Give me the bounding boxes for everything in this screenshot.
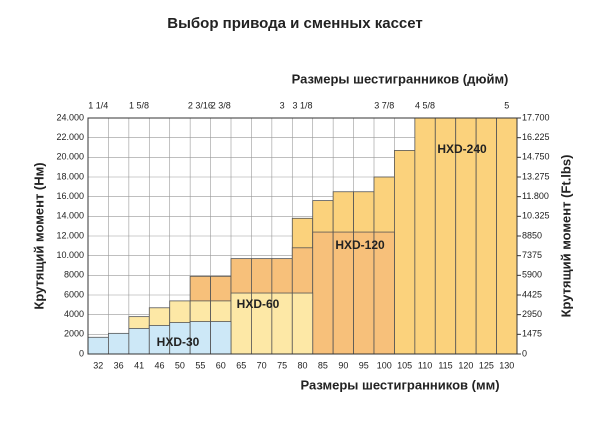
step-bar (108, 332, 130, 355)
x-tick-label: 130 (499, 360, 514, 370)
x-tick-label: 105 (397, 360, 412, 370)
top-tick-label: 5 (504, 100, 509, 110)
x-tick-label: 110 (418, 360, 432, 370)
y2-tick-label: 11.800 (522, 191, 549, 201)
y-tick-label: 24.000 (56, 112, 84, 122)
y2-tick-label: 2950 (522, 309, 542, 319)
top-tick-label: 1 5/8 (129, 100, 149, 110)
x-tick-label: 32 (93, 360, 103, 370)
top-tick-label: 3 (280, 100, 285, 110)
y-tick-label: 4000 (64, 309, 84, 319)
y-tick-label: 0 (79, 348, 84, 358)
y-axis-title: Крутящий момент (Нм) (31, 162, 46, 309)
y2-tick-label: 8850 (522, 230, 542, 240)
x-tick-label: 85 (318, 360, 328, 370)
y-tick-label: 8000 (64, 270, 84, 280)
series-label: HXD-120 (335, 238, 385, 252)
step-bar (87, 336, 109, 355)
chart-title: Выбор привода и сменных кассет (167, 15, 423, 32)
step-bar (291, 292, 314, 355)
x-tick-label: 55 (195, 360, 205, 370)
x-tick-label: 125 (479, 360, 494, 370)
x-tick-label: 60 (216, 360, 226, 370)
series-label: HXD-60 (237, 297, 280, 311)
y2-axis-title: Крутящий момент (Ft.lbs) (558, 155, 573, 318)
step-bar (128, 328, 150, 355)
y2-tick-label: 5900 (522, 270, 542, 280)
y2-tick-label: 4425 (522, 289, 542, 299)
step-bar (394, 150, 416, 355)
y2-tick-label: 1475 (522, 329, 542, 339)
step-bar (414, 117, 436, 355)
y2-tick-label: 7375 (522, 250, 542, 260)
x-tick-label: 120 (458, 360, 473, 370)
x-tick-label: 65 (236, 360, 246, 370)
x-tick-label: 41 (134, 360, 144, 370)
top-tick-label: 4 5/8 (415, 100, 435, 110)
y-tick-label: 16.000 (56, 191, 84, 201)
top-tick-label: 1 1/4 (88, 100, 108, 110)
series-label: HXD-30 (157, 335, 200, 349)
x-tick-label: 70 (257, 360, 267, 370)
y2-tick-label: 14.750 (522, 152, 550, 162)
y-tick-label: 6000 (64, 289, 84, 299)
top-axis-title: Размеры шестигранников (дюйм) (292, 71, 509, 86)
step-bar (210, 321, 232, 355)
x-tick-label: 46 (154, 360, 164, 370)
y2-tick-label: 17.700 (522, 112, 550, 122)
y2-tick-label: 10.325 (522, 211, 550, 221)
y2-tick-label: 16.225 (522, 132, 550, 142)
x-tick-label: 100 (377, 360, 392, 370)
top-tick-label: 3 1/8 (292, 100, 312, 110)
x-tick-label: 90 (338, 360, 348, 370)
y-tick-label: 10.000 (56, 250, 84, 260)
x-tick-label: 75 (277, 360, 287, 370)
y-tick-label: 18.000 (56, 171, 84, 181)
y-tick-label: 22.000 (56, 132, 84, 142)
step-bar (312, 231, 334, 355)
x-tick-label: 36 (114, 360, 124, 370)
y-tick-label: 20.000 (56, 152, 84, 162)
step-bar (496, 117, 518, 355)
x-tick-label: 95 (359, 360, 369, 370)
y2-tick-label: 0 (522, 348, 527, 358)
x-tick-label: 80 (297, 360, 307, 370)
x-tick-label: 115 (438, 360, 452, 370)
y-tick-label: 2000 (64, 329, 84, 339)
x-axis-title: Размеры шестигранников (мм) (300, 377, 499, 392)
y-tick-label: 14.000 (56, 211, 84, 221)
x-tick-label: 50 (175, 360, 185, 370)
series-label: HXD-240 (437, 142, 487, 156)
y2-tick-label: 13.275 (522, 171, 550, 181)
top-tick-label: 3 7/8 (374, 100, 394, 110)
y-tick-label: 12.000 (56, 230, 84, 240)
top-tick-label: 2 3/16 (188, 100, 213, 110)
top-tick-label: 2 3/8 (211, 100, 231, 110)
